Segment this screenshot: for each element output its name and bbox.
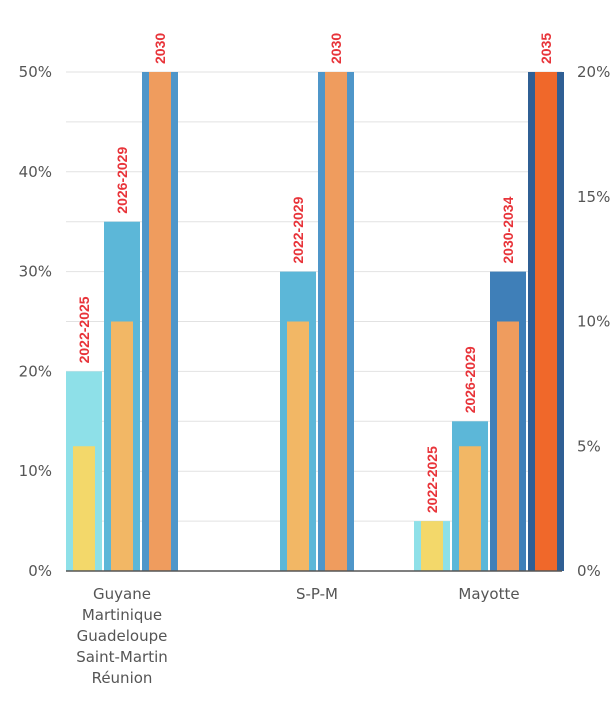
left-y-axis: 0% 10% 20% 30% 40% 50% [19,63,52,580]
period-label: 2022-2025 [424,446,440,513]
right-tick-label: 5% [577,437,601,455]
bar-inner [111,321,133,571]
period-label: 2026-2029 [462,346,478,413]
category-label-line: Martinique [81,606,163,624]
bar-inner [497,321,519,571]
bar-edge [559,72,564,571]
left-tick-label: 0% [28,562,52,580]
category-label: Mayotte [424,584,554,605]
right-y-axis: 0% 5% 10% 15% 20% [577,63,610,580]
bars [66,72,564,571]
left-tick-label: 20% [19,362,52,380]
bar-inner [287,321,309,571]
category-label-line: Guyane [93,585,151,603]
right-tick-label: 10% [577,313,610,331]
period-label: 2030 [328,33,344,64]
left-tick-label: 10% [19,462,52,480]
period-labels: 2022-2025 2026-2029 2030 2022-2029 2030 2022-… [76,33,554,513]
category-label: S-P-M [252,584,382,605]
bar-edge [349,72,354,571]
period-label: 2026-2029 [114,147,130,214]
bar-inner [73,446,95,571]
period-label: 2030-2034 [500,196,516,263]
category-label-line: Réunion [91,669,153,687]
category-label-line: Guadeloupe [76,627,168,645]
category-label-line: S-P-M [295,585,338,603]
right-tick-label: 0% [577,562,601,580]
bar-edge [173,72,178,571]
bar-inner [325,72,347,571]
bar-inner [421,521,443,571]
category-label-line: Saint-Martin [76,648,168,666]
right-tick-label: 15% [577,188,610,206]
left-tick-label: 50% [19,63,52,81]
period-label: 2022-2029 [290,196,306,263]
left-tick-label: 30% [19,263,52,281]
category-label-line: Mayotte [458,585,520,603]
category-label: Guyane Martinique Guadeloupe Saint-Martin Ré… [57,584,187,689]
bar-inner [149,72,171,571]
bar-inner [459,446,481,571]
left-tick-label: 40% [19,163,52,181]
period-label: 2022-2025 [76,296,92,363]
period-label: 2035 [538,33,554,64]
bar-inner [535,72,557,571]
right-tick-label: 20% [577,63,610,81]
period-label: 2030 [152,33,168,64]
